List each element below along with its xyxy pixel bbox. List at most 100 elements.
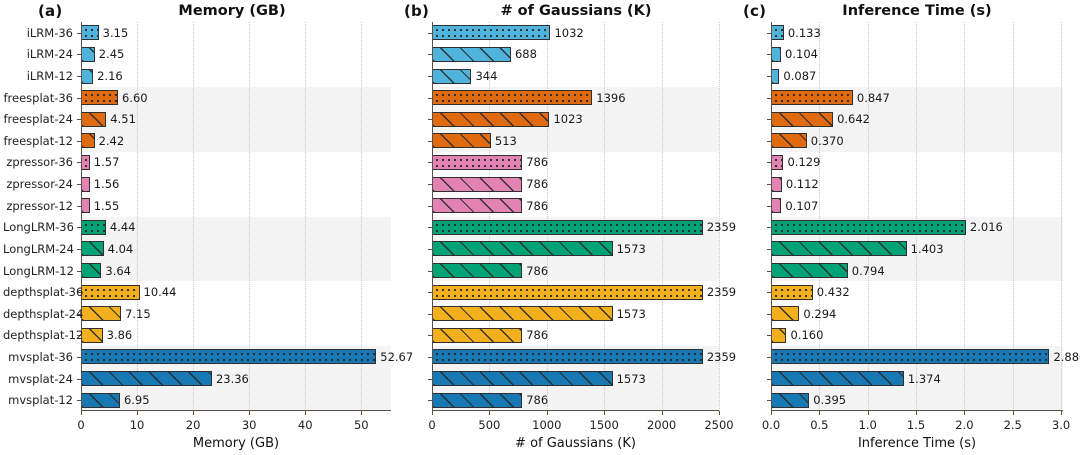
xtick-label-2000: 2000 (646, 418, 677, 432)
bar-b-depthsplat-24[interactable] (432, 306, 613, 322)
bar-b-iLRM-12[interactable] (432, 68, 472, 84)
gridline-x-1 (819, 22, 821, 411)
bar-c-mvsplat-12[interactable] (771, 392, 810, 408)
bar-c-freesplat-24[interactable] (771, 111, 834, 127)
bar-b-freesplat-24[interactable] (432, 111, 550, 127)
xtick-mark-6 (1061, 411, 1063, 415)
bar-b-zpressor-12[interactable] (432, 198, 523, 214)
ytick-mark-7 (428, 184, 432, 186)
bar-value-a-depthsplat-12: 3.86 (106, 328, 133, 343)
ytick-mark-6 (428, 162, 432, 164)
xtick-mark-1 (489, 411, 491, 415)
bar-b-depthsplat-36[interactable] (432, 284, 703, 300)
ytick-label-zpressor-24: zpressor-24 (6, 177, 73, 192)
bar-b-freesplat-12[interactable] (432, 133, 491, 149)
bar-c-freesplat-12[interactable] (771, 133, 807, 149)
bar-a-freesplat-24[interactable] (81, 111, 107, 127)
x-axis-label-b: # of Gaussians (K) (515, 436, 636, 451)
gridline-x-4 (964, 22, 966, 411)
bar-c-depthsplat-36[interactable] (771, 284, 813, 300)
ytick-mark-4 (77, 119, 81, 121)
bar-b-mvsplat-12[interactable] (432, 392, 523, 408)
bar-c-depthsplat-12[interactable] (771, 327, 787, 343)
bar-a-iLRM-24[interactable] (81, 46, 95, 62)
bar-a-depthsplat-24[interactable] (81, 306, 122, 322)
bar-value-a-depthsplat-24: 7.15 (125, 306, 151, 321)
bar-b-iLRM-24[interactable] (432, 46, 511, 62)
bar-b-zpressor-36[interactable] (432, 154, 523, 170)
ytick-mark-17 (767, 400, 771, 402)
bar-value-a-freesplat-36: 6.60 (121, 90, 148, 105)
bar-value-b-mvsplat-36: 2359 (706, 349, 737, 364)
bar-value-a-freesplat-24: 4.51 (110, 112, 136, 127)
bar-b-mvsplat-36[interactable] (432, 349, 703, 365)
bar-value-c-depthsplat-24: 0.294 (803, 306, 837, 321)
ytick-label-zpressor-36: zpressor-36 (6, 155, 73, 170)
bar-c-LongLRM-36[interactable] (771, 219, 966, 235)
bar-a-freesplat-12[interactable] (81, 133, 95, 149)
ytick-mark-0 (428, 32, 432, 34)
xtick-mark-2 (546, 411, 548, 415)
bar-value-a-mvsplat-24: 23.36 (215, 371, 249, 386)
bar-b-depthsplat-12[interactable] (432, 327, 523, 343)
bar-value-a-zpressor-36: 1.57 (93, 155, 120, 170)
bar-value-a-mvsplat-12: 6.95 (123, 393, 150, 408)
bar-b-LongLRM-36[interactable] (432, 219, 703, 235)
bar-value-a-depthsplat-36: 10.44 (143, 285, 177, 300)
bar-c-iLRM-36[interactable] (771, 25, 784, 41)
bar-a-LongLRM-12[interactable] (81, 263, 102, 279)
bar-a-mvsplat-12[interactable] (81, 392, 120, 408)
xtick-mark-1 (137, 411, 139, 415)
ytick-mark-4 (428, 119, 432, 121)
bar-value-c-LongLRM-12: 0.794 (851, 263, 885, 278)
ytick-mark-12 (428, 292, 432, 294)
panel-title-b: # of Gaussians (K) (500, 3, 652, 19)
bar-b-LongLRM-12[interactable] (432, 263, 523, 279)
bar-a-LongLRM-24[interactable] (81, 241, 104, 257)
bar-b-mvsplat-24[interactable] (432, 371, 613, 387)
xtick-label-2500: 2500 (704, 418, 734, 432)
xtick-label-500: 500 (478, 418, 501, 432)
bar-a-mvsplat-24[interactable] (81, 371, 212, 387)
ytick-mark-13 (77, 313, 81, 315)
bar-c-mvsplat-24[interactable] (771, 371, 904, 387)
bar-value-b-LongLRM-12: 786 (526, 263, 549, 278)
ytick-mark-16 (428, 378, 432, 380)
xtick-mark-4 (661, 411, 663, 415)
bar-a-depthsplat-36[interactable] (81, 284, 140, 300)
xtick-label-0.5: 0.5 (810, 418, 829, 432)
plot-area-b: 1032 688 344 1396 1023 513 786 786 786 2359 1573 78… (428, 22, 736, 411)
bar-a-mvsplat-36[interactable] (81, 349, 377, 365)
bar-b-LongLRM-24[interactable] (432, 241, 613, 257)
bar-c-iLRM-24[interactable] (771, 46, 782, 62)
bar-value-b-LongLRM-36: 2359 (706, 220, 737, 235)
bar-value-a-iLRM-12: 2.16 (97, 69, 123, 84)
bar-a-freesplat-36[interactable] (81, 90, 118, 106)
bar-value-c-mvsplat-12: 0.395 (813, 393, 847, 408)
bar-c-zpressor-24[interactable] (771, 176, 782, 192)
panel-tag-a: (a) (38, 2, 63, 20)
bar-c-freesplat-36[interactable] (771, 90, 853, 106)
bar-c-LongLRM-12[interactable] (771, 263, 848, 279)
gridline-x-1 (137, 22, 139, 411)
xtick-label-1000: 1000 (532, 418, 562, 432)
bar-a-LongLRM-36[interactable] (81, 219, 106, 235)
bar-c-LongLRM-24[interactable] (771, 241, 907, 257)
ytick-mark-2 (428, 76, 432, 78)
bar-c-zpressor-36[interactable] (771, 154, 784, 170)
bar-value-c-freesplat-36: 0.847 (856, 90, 890, 105)
bar-c-zpressor-12[interactable] (771, 198, 782, 214)
bar-value-a-zpressor-24: 1.56 (93, 177, 120, 192)
bar-value-b-mvsplat-12: 786 (526, 393, 549, 408)
ytick-label-LongLRM-24: LongLRM-24 (3, 241, 74, 256)
ytick-mark-10 (77, 248, 81, 250)
bar-c-mvsplat-36[interactable] (771, 349, 1050, 365)
bar-c-depthsplat-24[interactable] (771, 306, 800, 322)
bar-a-depthsplat-12[interactable] (81, 327, 103, 343)
bar-value-c-iLRM-36: 0.133 (787, 25, 821, 40)
bar-b-iLRM-36[interactable] (432, 25, 551, 41)
bar-b-zpressor-24[interactable] (432, 176, 523, 192)
bar-value-b-zpressor-12: 786 (526, 198, 549, 213)
bar-c-iLRM-12[interactable] (771, 68, 780, 84)
